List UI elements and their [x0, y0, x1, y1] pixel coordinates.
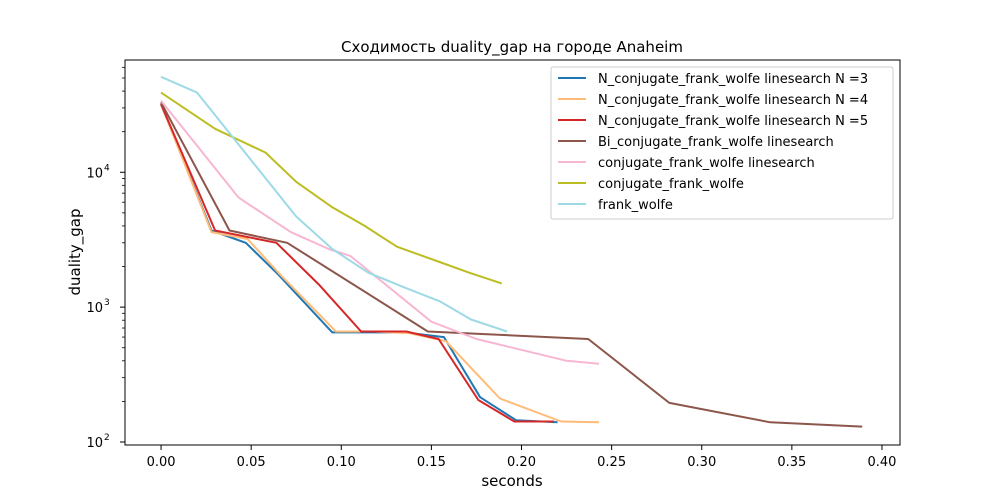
x-tick-label: 0.05 [237, 455, 266, 470]
y-tick-exponent: 3 [104, 298, 110, 308]
legend-label-5: conjugate_frank_wolfe [598, 177, 744, 192]
legend-label-0: N_conjugate_frank_wolfe linesearch N =3 [598, 72, 868, 87]
legend-label-2: N_conjugate_frank_wolfe linesearch N =5 [598, 114, 868, 129]
series-line-5 [160, 91, 503, 285]
series-line-2 [160, 103, 554, 423]
legend-label-3: Bi_conjugate_frank_wolfe linesearch [598, 135, 834, 150]
x-tick-label: 0.15 [417, 455, 446, 470]
x-tick-label: 0.40 [868, 455, 897, 470]
x-axis-label: seconds [481, 472, 542, 490]
series-line-4 [160, 99, 600, 365]
legend-label-4: conjugate_frank_wolfe linesearch [598, 156, 815, 171]
y-tick-exponent: 4 [104, 163, 110, 173]
y-tick-label: 10 [86, 166, 103, 181]
series-layer [160, 75, 863, 428]
y-axis-label: duality_gap [66, 208, 85, 295]
x-axis: 0.00 0.05 0.10 0.15 0.20 0.25 0.30 0.35 0.40 [147, 445, 897, 470]
legend-label-6: frank_wolfe [598, 198, 673, 213]
legend-label-1: N_conjugate_frank_wolfe linesearch N =4 [598, 93, 868, 108]
chart-title: Сходимость duality_gap на городе Anaheim [341, 38, 683, 57]
legend: N_conjugate_frank_wolfe linesearch N =3 N… [550, 66, 894, 220]
x-tick-label: 0.25 [597, 455, 626, 470]
x-tick-label: 0.20 [507, 455, 536, 470]
y-tick-label: 10 [86, 301, 103, 316]
plot-frame [124, 59, 901, 446]
y-tick-exponent: 2 [104, 433, 110, 443]
y-tick-label: 10 [86, 436, 103, 451]
x-tick-label: 0.10 [327, 455, 356, 470]
series-line-6 [160, 75, 508, 333]
x-tick-label: 0.30 [687, 455, 716, 470]
legend-box [550, 66, 894, 220]
x-tick-label: 0.00 [147, 455, 176, 470]
x-tick-label: 0.35 [777, 455, 806, 470]
series-line-3 [160, 101, 863, 428]
